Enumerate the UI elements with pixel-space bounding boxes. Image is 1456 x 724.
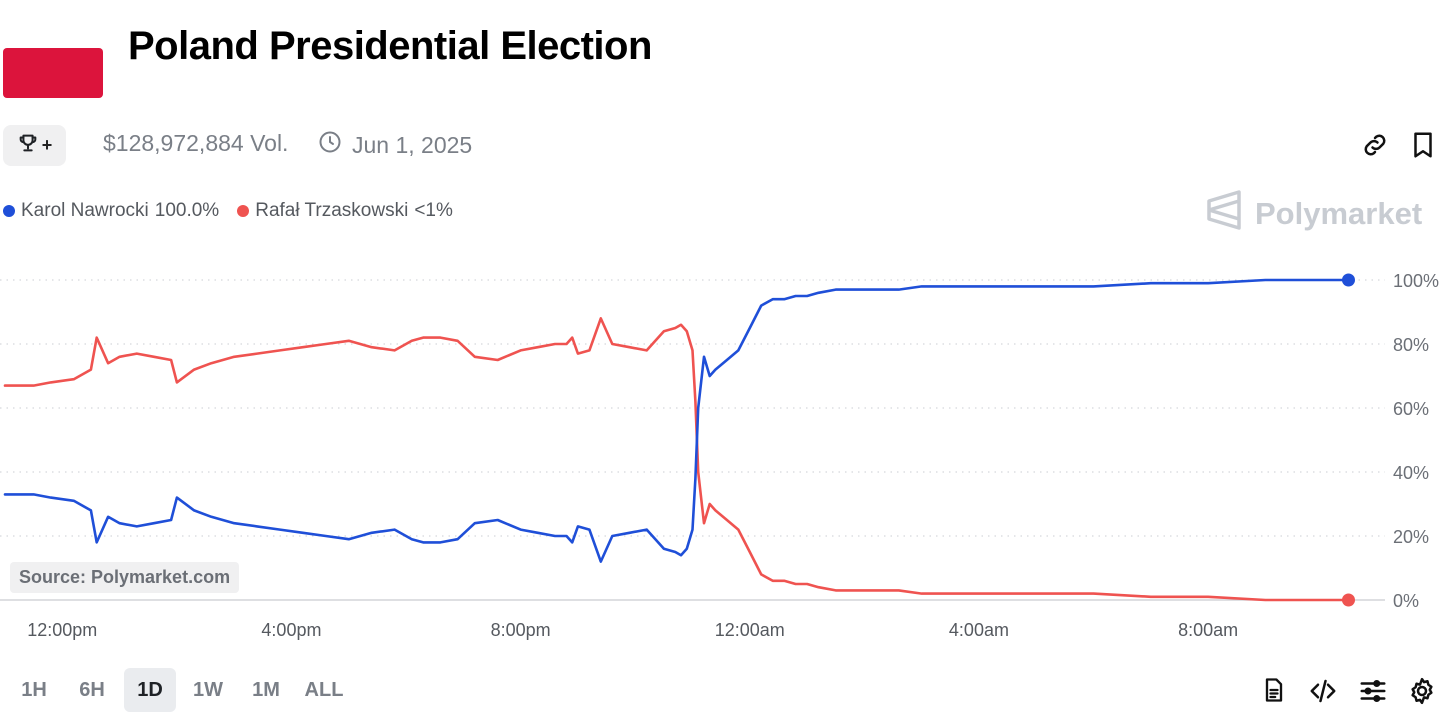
- x-tick-label: 12:00am: [715, 620, 785, 640]
- code-icon[interactable]: [1308, 676, 1338, 706]
- legend-value: <1%: [414, 200, 453, 221]
- y-tick-label: 60%: [1393, 399, 1429, 419]
- x-tick-label: 12:00pm: [27, 620, 97, 640]
- series-end-dot: [1341, 273, 1355, 287]
- range-button-1d[interactable]: 1D: [124, 668, 176, 712]
- clock-icon: [318, 130, 342, 160]
- legend-value: 100.0%: [154, 200, 220, 221]
- plus-icon: +: [41, 135, 53, 155]
- range-selector: 1H 6H 1D 1W 1M ALL: [8, 668, 350, 712]
- range-button-all[interactable]: ALL: [304, 678, 344, 701]
- trophy-icon: [17, 132, 39, 159]
- y-tick-label: 20%: [1393, 527, 1429, 547]
- trophy-add-button[interactable]: +: [3, 125, 66, 166]
- range-button-1w[interactable]: 1W: [193, 678, 223, 701]
- gear-icon[interactable]: [1407, 676, 1437, 706]
- chart-legend: Karol Nawrocki 100.0% Rafał Trzaskowski …: [3, 200, 453, 222]
- series-end-dot: [1341, 593, 1355, 607]
- series-line-trzaskowski: [3, 317, 1350, 602]
- x-tick-label: 4:00am: [949, 620, 1009, 640]
- y-tick-label: 40%: [1393, 463, 1429, 483]
- legend-item-trzaskowski: Rafał Trzaskowski <1%: [237, 200, 453, 222]
- legend-dot-trzaskowski: [237, 205, 250, 217]
- legend-dot-nawrocki: [3, 205, 15, 217]
- range-button-6h[interactable]: 6H: [79, 678, 105, 701]
- y-tick-label: 100%: [1393, 271, 1439, 291]
- legend-item-nawrocki: Karol Nawrocki 100.0%: [3, 200, 219, 222]
- legend-name: Karol Nawrocki: [21, 200, 149, 221]
- polymarket-icon: [1205, 189, 1243, 239]
- brand-name: Polymarket: [1255, 196, 1423, 231]
- document-icon[interactable]: [1260, 676, 1290, 706]
- x-tick-label: 8:00pm: [491, 620, 551, 640]
- range-button-1m[interactable]: 1M: [252, 678, 280, 701]
- poland-flag: [3, 48, 103, 98]
- polymarket-logo: Polymarket: [1205, 189, 1422, 239]
- link-icon[interactable]: [1360, 130, 1390, 160]
- bookmark-icon[interactable]: [1408, 130, 1438, 160]
- end-date: Jun 1, 2025: [318, 130, 472, 160]
- sliders-icon[interactable]: [1358, 676, 1388, 706]
- range-button-1h[interactable]: 1H: [21, 678, 47, 701]
- y-tick-label: 0%: [1393, 591, 1419, 611]
- volume-text: $128,972,884 Vol.: [103, 130, 289, 156]
- x-tick-label: 8:00am: [1178, 620, 1238, 640]
- legend-name: Rafał Trzaskowski: [255, 200, 409, 221]
- source-label: Source: Polymarket.com: [10, 562, 240, 593]
- page-title: Poland Presidential Election: [128, 24, 652, 68]
- y-tick-label: 80%: [1393, 335, 1429, 355]
- series-line-nawrocki: [3, 278, 1350, 563]
- end-date-label: Jun 1, 2025: [352, 131, 473, 158]
- x-tick-label: 4:00pm: [261, 620, 321, 640]
